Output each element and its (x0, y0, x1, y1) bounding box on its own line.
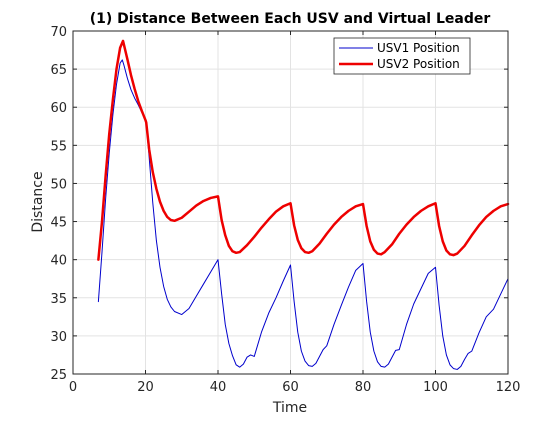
axis-ticks: 0 20 40 60 80 100 120 25 30 35 40 45 50 55 60 65 70 (50, 25, 520, 395)
x-tick-label: 40 (210, 380, 227, 395)
legend-label-usv1: USV1 Position (377, 41, 460, 55)
y-tick-label: 35 (50, 292, 67, 307)
y-tick-label: 30 (50, 330, 67, 345)
y-tick-label: 50 (50, 177, 67, 192)
x-tick-label: 60 (282, 380, 299, 395)
x-tick-label: 80 (355, 380, 372, 395)
x-axis-label: Time (272, 400, 307, 416)
series-line-2 (97, 39, 510, 261)
x-tick-label: 100 (423, 380, 448, 395)
x-tick-label: 20 (137, 380, 154, 395)
y-tick-label: 25 (50, 368, 67, 383)
y-tick-label: 45 (50, 216, 67, 231)
chart-title: (1) Distance Between Each USV and Virtua… (90, 11, 491, 27)
x-tick-label: 0 (69, 380, 77, 395)
legend-box (333, 37, 471, 75)
y-tick-label: 70 (50, 25, 67, 40)
legend: USV1 Position USV2 Position (333, 37, 471, 75)
y-tick-label: 55 (50, 139, 67, 154)
y-tick-label: 65 (50, 63, 67, 78)
series-lines (97, 39, 510, 370)
x-tick-label: 120 (496, 380, 521, 395)
legend-label-usv2: USV2 Position (377, 57, 460, 71)
y-tick-label: 40 (50, 254, 67, 269)
y-axis-label: Distance (30, 171, 46, 232)
y-tick-label: 60 (50, 101, 67, 116)
